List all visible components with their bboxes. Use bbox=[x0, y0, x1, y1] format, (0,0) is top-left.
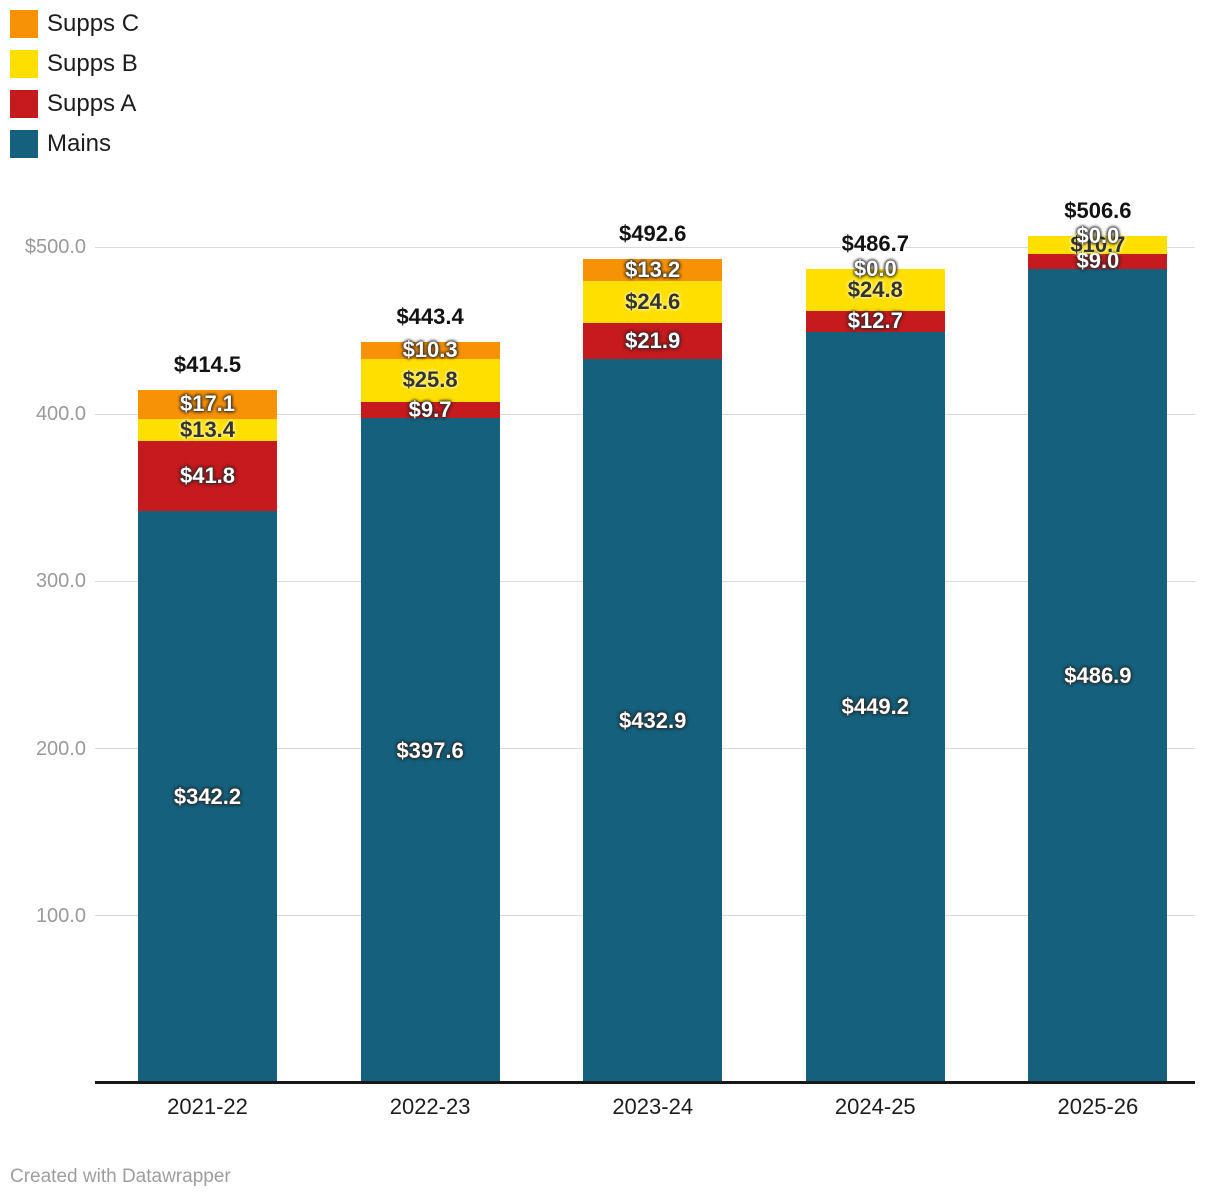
bar-segment-supps-a bbox=[138, 440, 277, 511]
legend: Supps C Supps B Supps A Mains bbox=[10, 10, 139, 170]
bar-segment-supps-c bbox=[138, 389, 277, 419]
legend-label: Mains bbox=[47, 130, 112, 157]
segment-value-label-supps-b: $13.4 bbox=[179, 416, 236, 442]
legend-item-mains: Mains bbox=[10, 130, 139, 158]
legend-item-supps-b: Supps B bbox=[10, 50, 139, 78]
segment-value-label-supps-c: $10.3 bbox=[402, 337, 458, 363]
bar-total-label: $486.7 bbox=[841, 231, 909, 257]
bar-segment-mains bbox=[1028, 268, 1168, 1083]
segment-value-label-supps-a: $9.7 bbox=[408, 397, 452, 423]
y-axis-tick-label: 400.0 bbox=[35, 403, 86, 426]
y-axis-tick-label: 100.0 bbox=[35, 904, 86, 927]
bar-segment-mains bbox=[583, 359, 723, 1083]
segment-value-label-supps-c: $0.0 bbox=[853, 256, 897, 282]
segment-value-label-supps-c: $13.2 bbox=[625, 257, 681, 283]
bar-segment-supps-b bbox=[360, 358, 500, 402]
legend-label: Supps C bbox=[47, 10, 140, 37]
segment-value-label-supps-b: $10.7 bbox=[1070, 231, 1126, 257]
legend-swatch bbox=[10, 10, 38, 38]
y-axis-tick-label: 200.0 bbox=[35, 737, 86, 760]
segment-value-label-mains: $486.9 bbox=[1064, 662, 1132, 688]
segment-value-label-mains: $342.2 bbox=[173, 783, 242, 809]
segment-value-label-supps-c: $17.1 bbox=[179, 391, 236, 417]
segment-value-label-supps-a: $21.9 bbox=[625, 327, 681, 353]
x-axis-tick-label: 2024-25 bbox=[834, 1094, 916, 1119]
credit-line: Created with Datawrapper bbox=[10, 1166, 231, 1187]
bar-total-label: $414.5 bbox=[173, 351, 242, 377]
segment-value-label-mains: $432.9 bbox=[619, 708, 687, 734]
legend-swatch bbox=[10, 130, 38, 158]
x-axis-tick-label: 2021-22 bbox=[167, 1094, 248, 1119]
bar-total-label: $443.4 bbox=[396, 303, 464, 329]
segment-value-label-supps-a: $9.0 bbox=[1076, 248, 1120, 274]
legend-label: Supps B bbox=[47, 50, 138, 77]
x-axis-tick-label: 2025-26 bbox=[1057, 1094, 1139, 1119]
segment-value-label-supps-b: $25.8 bbox=[402, 367, 458, 393]
legend-swatch bbox=[10, 50, 38, 78]
gridline bbox=[95, 246, 1195, 248]
segment-value-label-mains: $397.6 bbox=[396, 737, 464, 763]
segment-value-label-supps-b: $24.6 bbox=[625, 289, 681, 314]
x-axis-tick-label: 2023-24 bbox=[612, 1094, 694, 1119]
y-axis-tick-label: $500.0 bbox=[24, 236, 86, 258]
legend-item-supps-a: Supps A bbox=[10, 90, 139, 118]
legend-swatch bbox=[10, 90, 38, 118]
segment-value-label-supps-c: $0.0 bbox=[1076, 222, 1120, 248]
bar-segment-supps-b bbox=[805, 269, 945, 311]
bar-segment-supps-a bbox=[805, 310, 945, 332]
bar-segment-supps-a bbox=[360, 401, 500, 419]
legend-label: Supps A bbox=[47, 90, 137, 117]
bar-segment-mains bbox=[805, 331, 945, 1083]
bar-segment-supps-c bbox=[583, 259, 723, 282]
legend-item-supps-c: Supps C bbox=[10, 10, 139, 38]
y-axis-tick-label: 300.0 bbox=[35, 570, 86, 593]
bar-segment-mains bbox=[360, 418, 500, 1083]
bar-segment-supps-b bbox=[583, 281, 723, 323]
segment-value-label-mains: $449.2 bbox=[841, 694, 909, 720]
segment-value-label-supps-a: $12.7 bbox=[847, 308, 903, 334]
x-axis-tick-label: 2022-23 bbox=[389, 1094, 471, 1119]
bar-segment-supps-a bbox=[583, 322, 723, 360]
bar-total-label: $492.6 bbox=[619, 221, 687, 247]
bar-segment-supps-a bbox=[1028, 253, 1168, 269]
bar-segment-supps-b bbox=[138, 418, 277, 441]
bar-segment-supps-b bbox=[1028, 235, 1168, 254]
segment-value-label-supps-b: $24.8 bbox=[847, 276, 903, 302]
bar-segment-supps-c bbox=[360, 341, 500, 359]
x-axis-line bbox=[95, 1081, 1195, 1084]
bar-segment-mains bbox=[138, 510, 277, 1083]
segment-value-label-supps-a: $41.8 bbox=[179, 462, 236, 488]
bar-total-label: $506.6 bbox=[1064, 197, 1132, 223]
